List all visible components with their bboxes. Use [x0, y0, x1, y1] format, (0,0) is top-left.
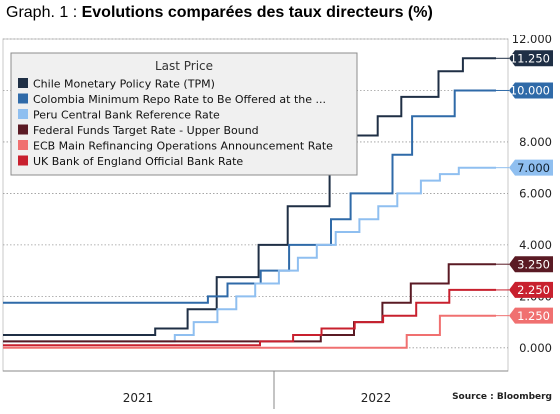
series-lines	[3, 57, 496, 349]
last-value-label: 1.250	[517, 309, 550, 323]
last-value-tag	[509, 307, 553, 324]
legend: Last Price Chile Monetary Policy Rate (T…	[10, 52, 358, 176]
series-line-6	[3, 288, 496, 347]
series-line-4	[3, 263, 496, 343]
last-value-label: 11.250	[510, 52, 550, 66]
legend-title: Last Price	[155, 59, 213, 73]
series-line-2	[3, 89, 496, 304]
last-value-tag	[509, 256, 553, 273]
legend-label: UK Bank of England Official Bank Rate	[33, 155, 243, 168]
source-note: Source : Bloomberg	[452, 392, 552, 402]
legend-swatch	[18, 78, 28, 88]
legend-swatch	[18, 93, 28, 104]
series-line-1	[3, 57, 496, 336]
last-value-tag	[509, 50, 553, 67]
y-tick-label: 4.000	[519, 238, 552, 252]
y-tick-label: 8.000	[519, 135, 552, 149]
legend-label: Peru Central Bank Reference Rate	[33, 109, 220, 122]
series-line-5	[3, 314, 496, 349]
legend-swatch	[18, 109, 28, 119]
last-value-labels: 11.250 10.000 7.000 3.250 1.250 2.250	[496, 50, 553, 324]
x-axis-band	[3, 371, 508, 409]
legend-items: Chile Monetary Policy Rate (TPM) Colombia…	[18, 78, 333, 168]
legend-label: Colombia Minimum Repo Rate to Be Offered…	[33, 93, 326, 106]
y-tick-label: 12.000	[512, 35, 552, 46]
legend-label: Federal Funds Target Rate - Upper Bound	[33, 124, 259, 137]
legend-label: Chile Monetary Policy Rate (TPM)	[33, 78, 215, 91]
legend-swatch	[18, 124, 28, 135]
graph-number: Graph. 1 :	[6, 4, 82, 21]
legend-box	[10, 52, 358, 176]
last-value-tag	[509, 82, 553, 99]
last-value-tag	[509, 159, 553, 176]
series-line-3	[3, 166, 496, 343]
y-tick-label: 0.000	[519, 341, 552, 355]
legend-swatch	[18, 155, 28, 166]
last-value-label: 2.250	[517, 283, 550, 297]
chart-title-text: Evolutions comparées des taux directeurs…	[81, 4, 433, 21]
chart-title: Graph. 1 : Evolutions comparées des taux…	[6, 4, 433, 22]
last-value-label: 10.000	[510, 84, 550, 98]
legend-swatch	[18, 140, 28, 150]
y-tick-label: 6.000	[519, 186, 552, 200]
x-label-2022: 2022	[361, 391, 392, 405]
last-value-label: 3.250	[517, 257, 550, 271]
x-label-2021: 2021	[123, 391, 154, 405]
legend-label: ECB Main Refinancing Operations Announce…	[33, 140, 333, 153]
last-value-tag	[509, 281, 553, 298]
last-value-label: 7.000	[517, 161, 550, 175]
